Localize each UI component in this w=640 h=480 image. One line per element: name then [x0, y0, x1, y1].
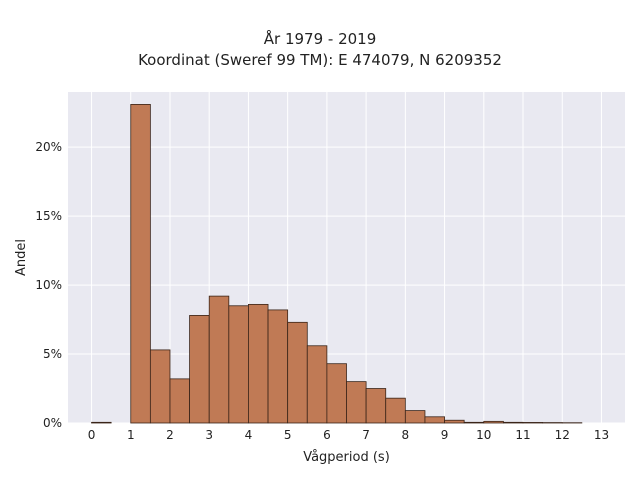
histogram-bar	[424, 416, 445, 424]
histogram-bar	[228, 305, 249, 424]
x-axis: 0 1 2 3 4 5 6 7 8 9 10 11 12 13	[88, 428, 609, 442]
x-tick-label: 12	[555, 428, 570, 442]
histogram-bar	[503, 421, 524, 424]
y-tick-label: 20%	[35, 140, 62, 154]
x-tick-label: 8	[402, 428, 410, 442]
x-tick-label: 7	[362, 428, 370, 442]
chart-title-line-1: År 1979 - 2019	[263, 30, 377, 48]
histogram-bar	[483, 420, 504, 424]
chart-title-line-2: Koordinat (Sweref 99 TM): E 474079, N 62…	[138, 51, 502, 69]
x-tick-label: 4	[245, 428, 253, 442]
y-tick-label: 10%	[35, 278, 62, 292]
histogram-bar	[385, 397, 406, 424]
histogram-bar	[522, 422, 544, 424]
histogram-bar	[91, 421, 112, 424]
bars	[91, 104, 583, 424]
x-axis-label: Vågperiod (s)	[303, 450, 390, 465]
x-tick-label: 10	[476, 428, 491, 442]
histogram-bar	[306, 345, 328, 424]
x-tick-label: 13	[594, 428, 609, 442]
histogram-bar	[346, 381, 367, 424]
histogram-bar	[189, 315, 210, 424]
x-tick-label: 2	[166, 428, 174, 442]
histogram-bar	[326, 363, 347, 424]
histogram-bar	[365, 388, 387, 424]
y-tick-label: 5%	[43, 347, 62, 361]
histogram-bar	[208, 295, 230, 424]
x-tick-label: 11	[515, 428, 530, 442]
y-tick-label: 15%	[35, 209, 62, 223]
histogram-bar	[149, 349, 171, 424]
x-tick-label: 0	[88, 428, 96, 442]
y-axis-label: Andel	[14, 239, 29, 276]
histogram-bar	[463, 421, 485, 424]
y-tick-label: 0%	[43, 416, 62, 430]
y-axis: 0% 5% 10% 15% 20%	[35, 140, 62, 430]
histogram-bar	[248, 303, 269, 424]
histogram-bar	[444, 419, 465, 424]
histogram-bar	[287, 321, 308, 424]
x-tick-label: 1	[127, 428, 135, 442]
histogram-bar	[267, 309, 289, 424]
x-tick-label: 5	[284, 428, 292, 442]
x-tick-label: 3	[205, 428, 213, 442]
histogram-bar	[404, 410, 426, 424]
x-tick-label: 9	[441, 428, 449, 442]
x-tick-label: 6	[323, 428, 331, 442]
histogram-bar	[169, 378, 190, 424]
histogram-bar	[130, 104, 151, 424]
